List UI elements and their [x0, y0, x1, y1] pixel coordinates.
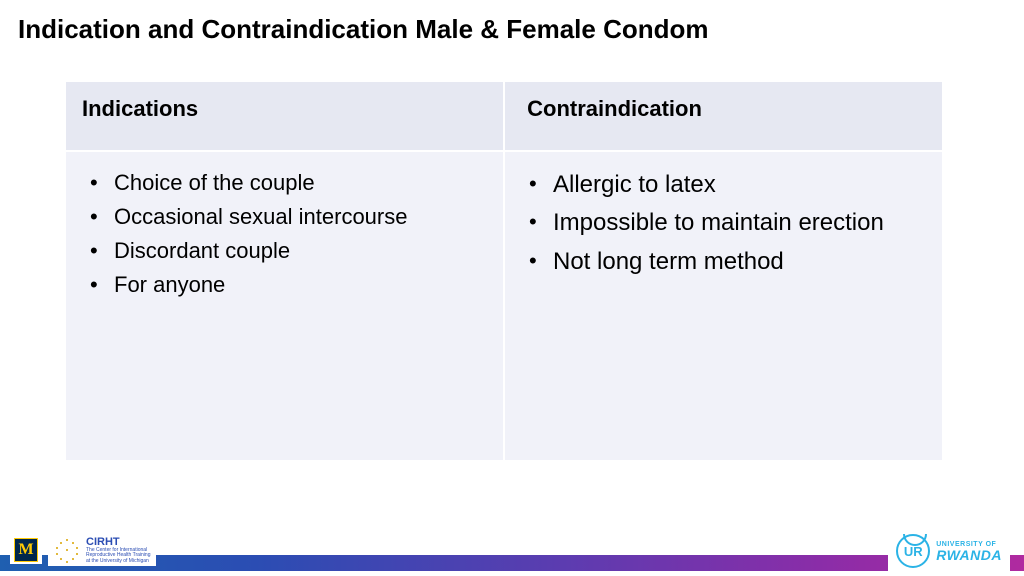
cell-contraindication: Allergic to latex Impossible to maintain… [504, 151, 943, 461]
list-item: Occasional sexual intercourse [90, 200, 493, 234]
table-row: Choice of the couple Occasional sexual i… [65, 151, 943, 461]
logo-university-rwanda: UR UNIVERSITY OF RWANDA [888, 530, 1010, 572]
cirht-sub3: at the University of Michigan [86, 559, 150, 565]
cirht-dots-icon [54, 537, 80, 563]
cirht-text-block: CIRHT The Center for International Repro… [86, 536, 150, 565]
column-header-indications: Indications [65, 81, 504, 151]
list-item: Impossible to maintain erection [529, 204, 932, 242]
ur-text-block: UNIVERSITY OF RWANDA [936, 541, 1002, 562]
cirht-label: CIRHT [86, 536, 150, 548]
logo-michigan: M [10, 536, 42, 564]
list-item: Discordant couple [90, 234, 493, 268]
comparison-table: Indications Contraindication Choice of t… [64, 80, 944, 462]
ur-line2: RWANDA [936, 548, 1002, 562]
table-header-row: Indications Contraindication [65, 81, 943, 151]
list-item: Allergic to latex [529, 166, 932, 204]
michigan-block-m-icon: M [14, 538, 38, 562]
list-item: Not long term method [529, 243, 932, 281]
list-item: Choice of the couple [90, 166, 493, 200]
list-item: For anyone [90, 268, 493, 302]
ur-monogram-icon: UR [896, 534, 930, 568]
slide: Indication and Contraindication Male & F… [0, 0, 1024, 576]
logo-cirht: CIRHT The Center for International Repro… [48, 534, 156, 567]
page-title: Indication and Contraindication Male & F… [18, 14, 709, 45]
cell-indications: Choice of the couple Occasional sexual i… [65, 151, 504, 461]
column-header-contraindication: Contraindication [504, 81, 943, 151]
